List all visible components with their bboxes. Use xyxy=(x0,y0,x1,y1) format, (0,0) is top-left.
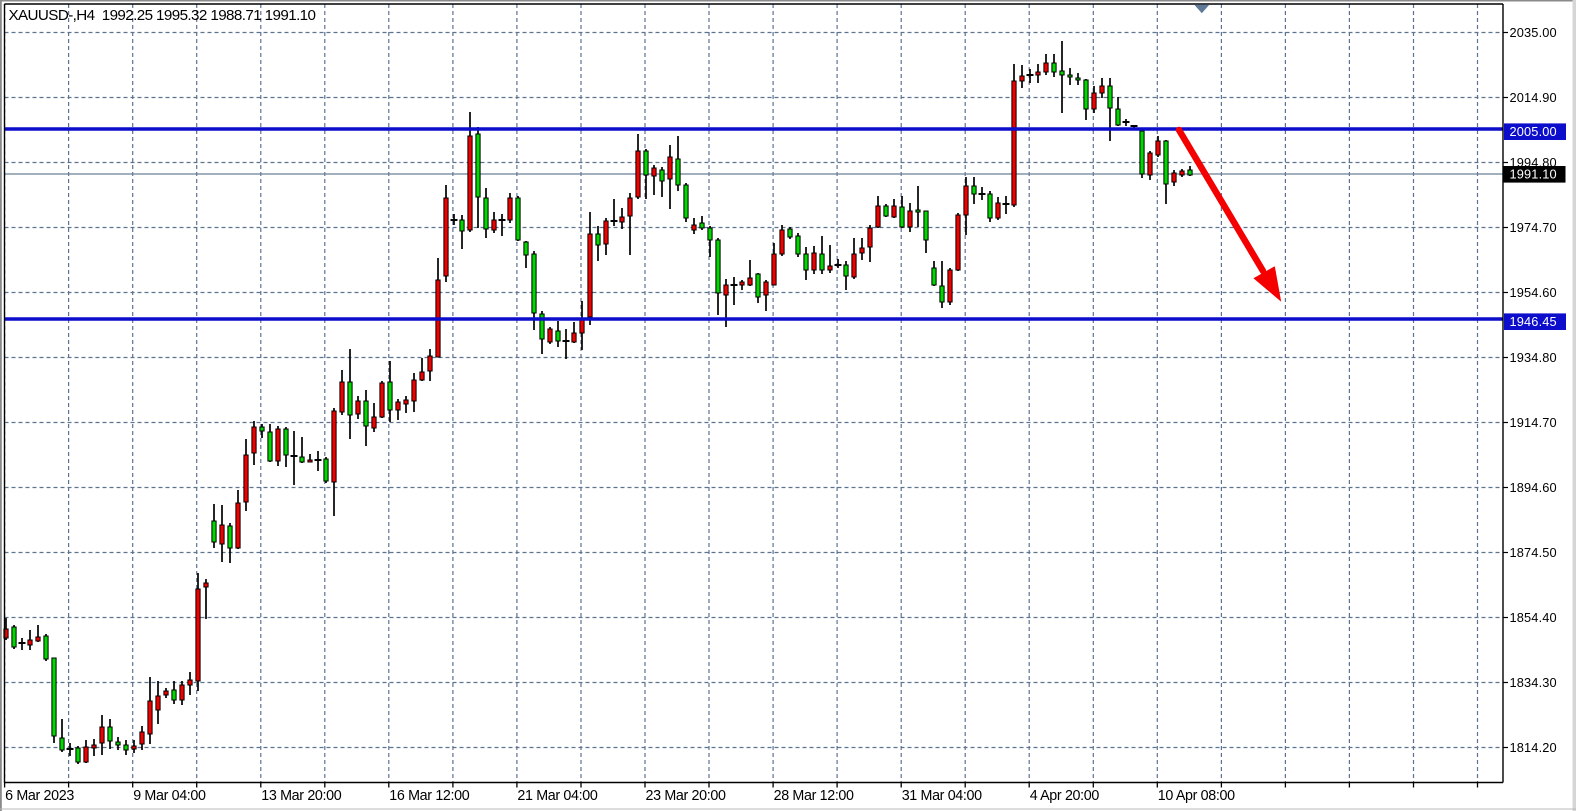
svg-text:1814.20: 1814.20 xyxy=(1510,740,1557,755)
svg-text:1874.50: 1874.50 xyxy=(1510,545,1557,560)
svg-text:4 Apr 20:00: 4 Apr 20:00 xyxy=(1030,788,1100,804)
svg-text:XAUUSD-,H4 1992.25 1995.32 19: XAUUSD-,H4 1992.25 1995.32 1988.71 1991.… xyxy=(9,7,316,24)
svg-text:1934.80: 1934.80 xyxy=(1510,350,1557,365)
svg-text:9 Mar 04:00: 9 Mar 04:00 xyxy=(133,788,206,804)
svg-text:1894.60: 1894.60 xyxy=(1510,480,1557,495)
svg-text:1974.70: 1974.70 xyxy=(1510,220,1557,235)
svg-text:13 Mar 20:00: 13 Mar 20:00 xyxy=(261,788,341,804)
svg-text:1946.45: 1946.45 xyxy=(1510,314,1557,329)
svg-text:16 Mar 12:00: 16 Mar 12:00 xyxy=(389,788,469,804)
svg-text:1991.10: 1991.10 xyxy=(1510,167,1557,182)
svg-text:23 Mar 20:00: 23 Mar 20:00 xyxy=(646,788,726,804)
svg-text:28 Mar 12:00: 28 Mar 12:00 xyxy=(774,788,854,804)
svg-text:1854.40: 1854.40 xyxy=(1510,610,1557,625)
svg-text:1834.30: 1834.30 xyxy=(1510,675,1557,690)
svg-text:2035.00: 2035.00 xyxy=(1510,25,1557,40)
svg-text:31 Mar 04:00: 31 Mar 04:00 xyxy=(902,788,982,804)
svg-text:2014.90: 2014.90 xyxy=(1510,90,1557,105)
svg-text:10 Apr 08:00: 10 Apr 08:00 xyxy=(1158,788,1235,804)
svg-text:1914.70: 1914.70 xyxy=(1510,415,1557,430)
svg-text:6 Mar 2023: 6 Mar 2023 xyxy=(5,788,74,804)
svg-text:1954.60: 1954.60 xyxy=(1510,285,1557,300)
svg-text:2005.00: 2005.00 xyxy=(1510,124,1557,139)
svg-text:21 Mar 04:00: 21 Mar 04:00 xyxy=(517,788,597,804)
